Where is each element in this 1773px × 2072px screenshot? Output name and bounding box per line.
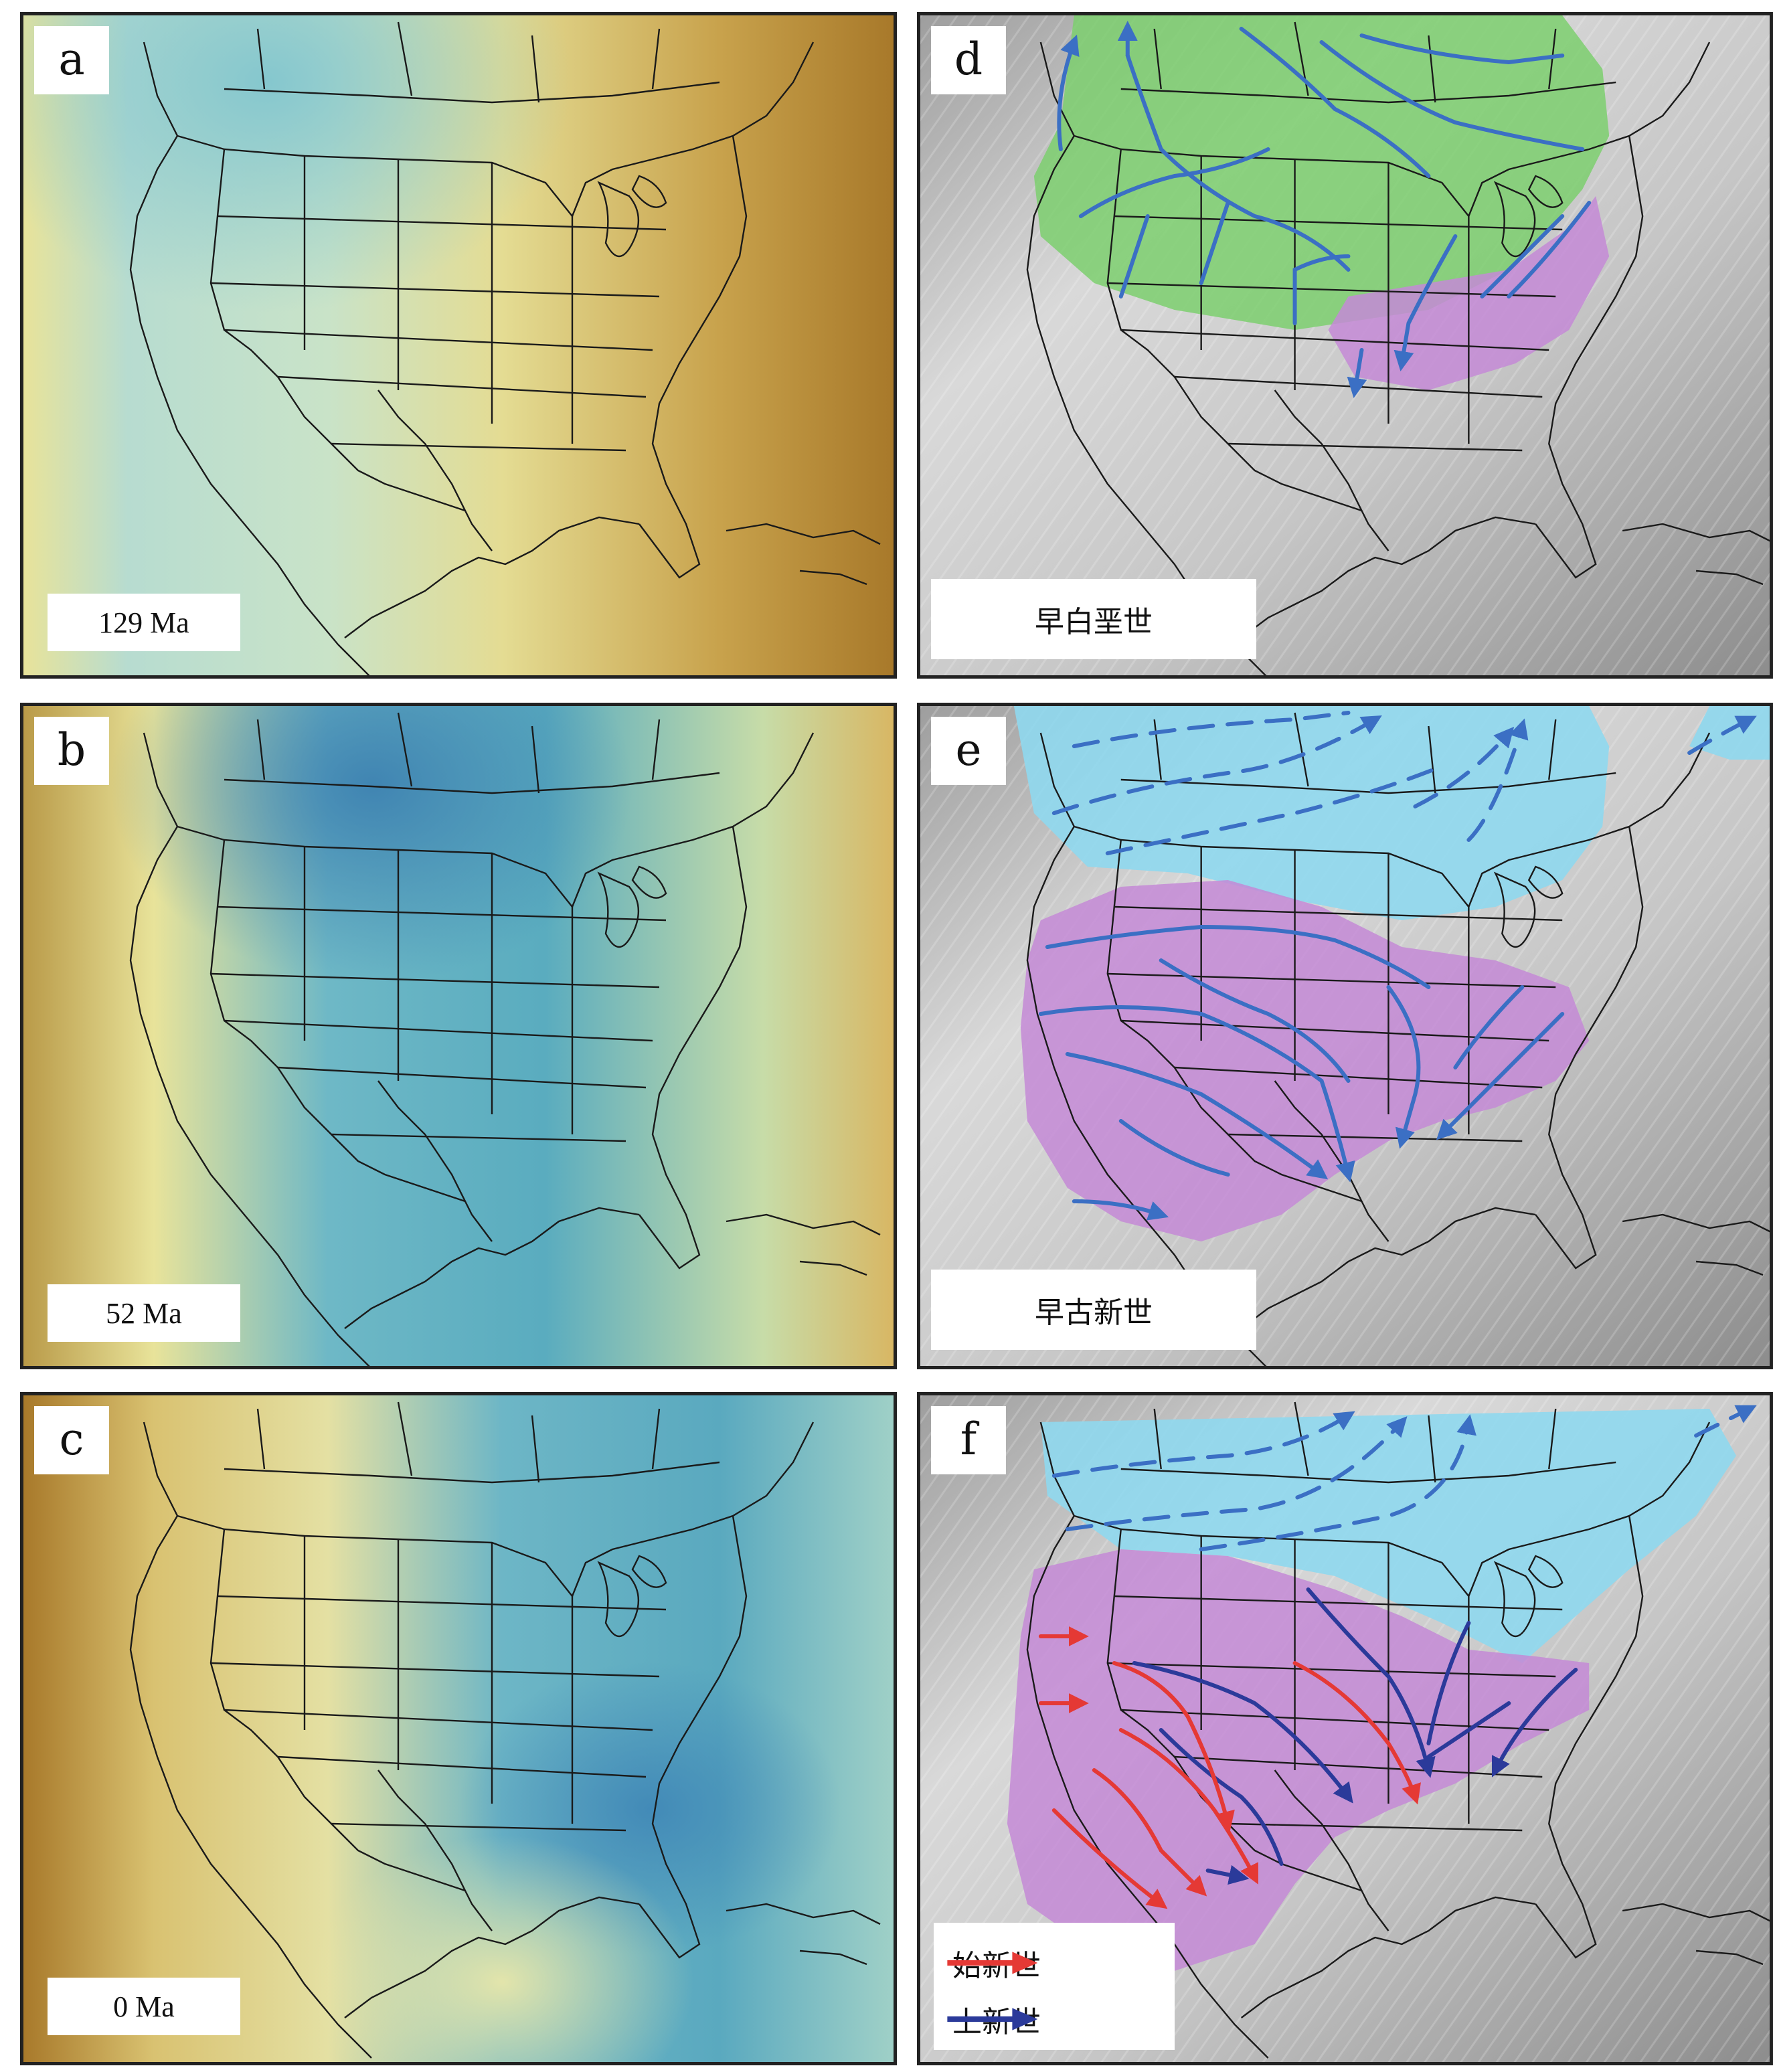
panel-f: f 始新世 上新世: [917, 1392, 1773, 2065]
panel-a: a 129 Ma: [20, 12, 897, 679]
age-label-b: 52 Ma: [48, 1284, 240, 1342]
panel-letter-c: c: [34, 1406, 109, 1474]
cyan-drainage-region: [1040, 1409, 1737, 1663]
green-drainage-region: [1033, 15, 1610, 330]
drainage-map-d: [920, 15, 1770, 675]
panel-c: c 0 Ma: [20, 1392, 897, 2065]
dark-blue-arrow-icon: [947, 2008, 1038, 2031]
panel-letter-d: d: [931, 26, 1006, 94]
panel-e: e 早古新世: [917, 703, 1773, 1369]
age-label-a: 129 Ma: [48, 594, 240, 651]
panel-letter-a: a: [34, 26, 109, 94]
epoch-label-d: 早白垩世: [931, 579, 1256, 659]
cyan-drainage-region: [1013, 706, 1610, 920]
panel-b: b 52 Ma: [20, 703, 897, 1369]
drainage-map-e: [920, 706, 1770, 1366]
legend-item-pliocene: 上新世: [946, 1998, 1041, 2041]
age-label-c: 0 Ma: [48, 1978, 240, 2035]
purple-drainage-region: [1007, 1549, 1590, 1971]
panel-letter-b: b: [34, 717, 109, 785]
panel-letter-e: e: [931, 717, 1006, 785]
red-arrow-icon: [947, 1952, 1038, 1974]
purple-drainage-region: [1020, 880, 1590, 1241]
legend-item-eocene: 始新世: [946, 1941, 1041, 1984]
panel-letter-f: f: [931, 1406, 1006, 1474]
dynamic-topography-map-b: [23, 706, 894, 1366]
legend: 始新世 上新世: [934, 1923, 1175, 2050]
dynamic-topography-map-c: [23, 1395, 894, 2062]
epoch-label-e: 早古新世: [931, 1270, 1256, 1350]
dynamic-topography-map-a: [23, 15, 894, 675]
panel-d: d 早白垩世: [917, 12, 1773, 679]
